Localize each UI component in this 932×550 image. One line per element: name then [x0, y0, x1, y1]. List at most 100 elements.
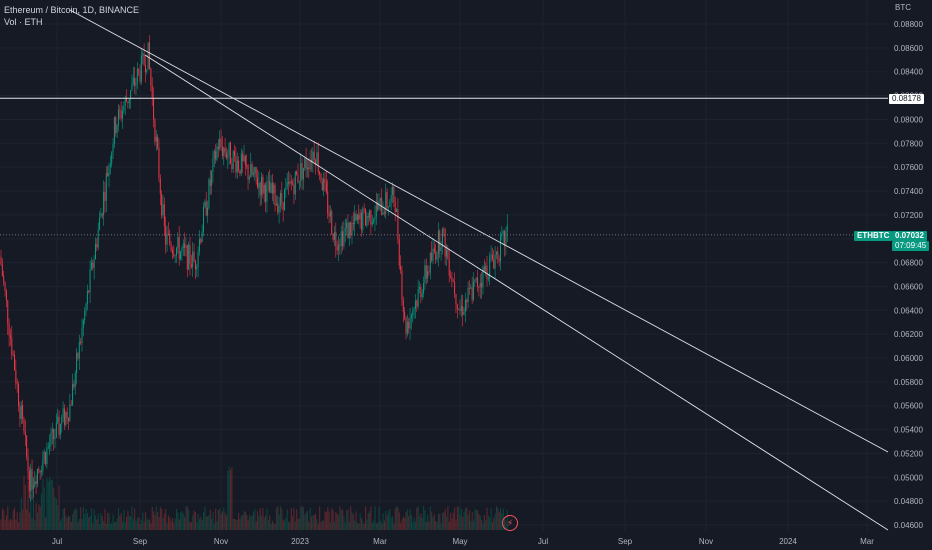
volume-bar	[244, 511, 246, 530]
volume-bar	[367, 513, 369, 530]
volume-bar	[167, 515, 169, 530]
volume-bar	[105, 523, 107, 530]
candle-body	[410, 315, 412, 318]
candle-body	[405, 317, 407, 334]
volume-bar	[284, 520, 286, 530]
candle-body	[289, 181, 291, 184]
y-tick-label: 0.05000	[894, 473, 923, 482]
volume-bar	[419, 516, 421, 530]
volume-bar	[122, 522, 124, 530]
volume-bar	[440, 522, 442, 530]
volume-bar	[358, 523, 360, 530]
x-tick-label: Sep	[618, 537, 633, 546]
candle-body	[323, 178, 325, 191]
candle-body	[20, 405, 22, 419]
candle-body	[352, 222, 354, 225]
candle-body	[436, 254, 438, 260]
candle-body	[373, 219, 375, 222]
candle-body	[59, 423, 61, 435]
candle-body	[259, 182, 261, 196]
last-price-tag: 0.07032	[892, 231, 927, 241]
candle-body	[14, 354, 15, 371]
volume-bar	[263, 517, 265, 530]
volume-bar	[352, 514, 354, 530]
volume-bars	[0, 466, 508, 530]
horizontal-level-tag: 0.08178	[889, 94, 924, 104]
candle-body	[279, 193, 281, 206]
volume-bar	[286, 509, 288, 530]
volume-bar	[225, 515, 228, 530]
volume-bar	[452, 512, 454, 530]
volume-bar	[335, 512, 337, 530]
candle-body	[209, 179, 211, 186]
volume-bar	[463, 511, 465, 530]
y-tick-label: 0.06200	[894, 330, 923, 339]
candle-body	[107, 173, 109, 177]
candle-body	[273, 184, 275, 194]
volume-bar	[115, 521, 117, 530]
candle-body	[423, 283, 425, 294]
candle-body	[477, 277, 479, 287]
volume-bar	[185, 506, 187, 530]
candlestick-series	[0, 35, 508, 502]
candle-body	[238, 160, 240, 170]
candle-body	[185, 245, 187, 248]
candle-body	[267, 181, 269, 183]
candle-body	[325, 182, 327, 192]
volume-bar	[451, 518, 453, 530]
volume-bar	[216, 521, 218, 530]
y-tick-label: 0.05600	[894, 402, 923, 411]
candle-body	[298, 180, 300, 183]
candle-body	[108, 166, 110, 177]
volume-bar	[311, 516, 313, 530]
candle-body	[104, 191, 106, 202]
volume-bar	[437, 514, 439, 530]
trend-drawings[interactable]	[0, 9, 889, 531]
flash-icon[interactable]: ⚡	[502, 515, 518, 531]
volume-bar	[61, 518, 63, 530]
volume-bar	[24, 484, 26, 530]
candle-body	[113, 117, 115, 144]
volume-bar	[410, 515, 412, 530]
volume-bar	[338, 515, 340, 530]
volume-bar	[302, 507, 304, 530]
candle-body	[420, 287, 422, 298]
candle-body	[205, 201, 207, 216]
candle-body	[100, 213, 102, 218]
volume-bar	[406, 509, 408, 530]
y-tick-label: 0.08000	[894, 115, 923, 124]
volume-bar	[369, 511, 371, 530]
volume-bar	[190, 521, 192, 530]
volume-bar	[443, 512, 445, 530]
volume-bar	[23, 475, 25, 530]
candle-body	[278, 205, 280, 213]
candle-body	[284, 189, 285, 211]
volume-bar	[247, 519, 249, 530]
x-tick-label: Mar	[373, 537, 387, 546]
volume-bar	[366, 519, 368, 530]
candle-body	[304, 158, 306, 169]
y-tick-label: 0.07600	[894, 163, 923, 172]
volume-bar	[169, 517, 171, 530]
candle-body	[200, 239, 202, 243]
time-axis[interactable]: Jul Sep Nov 2023 Mar May Jul Sep Nov 2024 Mar	[52, 537, 874, 546]
legend-volume: Vol · ETH	[4, 17, 43, 27]
volume-bar	[321, 520, 323, 530]
candle-body	[239, 169, 241, 174]
volume-bar	[7, 506, 9, 530]
volume-bar	[294, 521, 296, 530]
volume-bar	[92, 523, 94, 530]
volume-bar	[234, 518, 236, 530]
volume-bar	[93, 509, 95, 530]
candle-body	[387, 206, 389, 208]
candle-body	[42, 459, 44, 472]
candle-body	[365, 208, 366, 226]
volume-bar	[300, 506, 302, 530]
volume-bar	[166, 523, 168, 530]
candle-body	[80, 341, 82, 344]
candle-body	[343, 231, 345, 247]
volume-bar	[239, 519, 241, 530]
candle-body	[400, 265, 402, 271]
candle-body	[72, 383, 74, 406]
